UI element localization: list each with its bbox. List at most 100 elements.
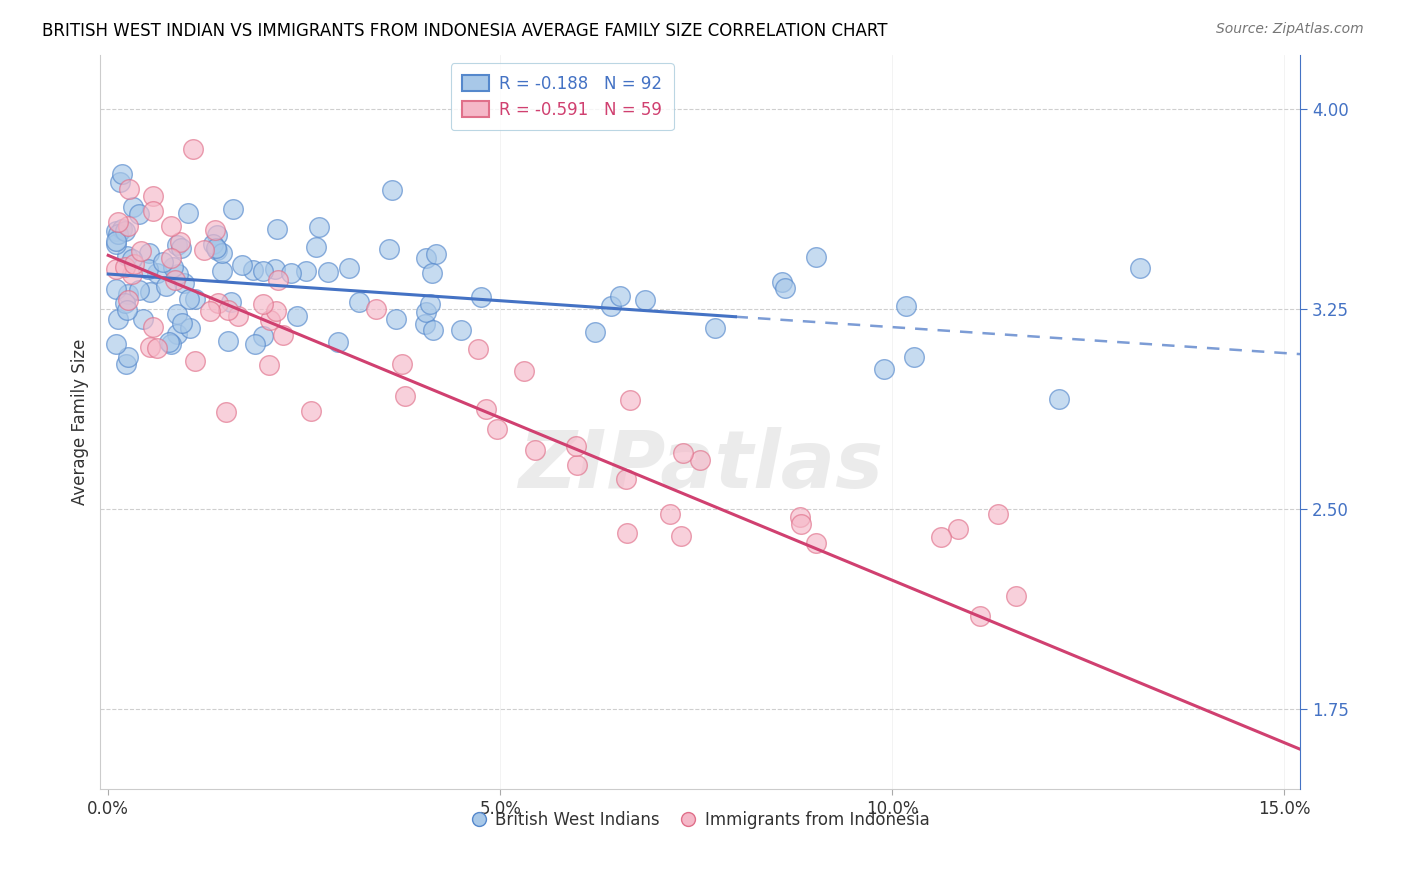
Point bbox=[204, 223, 226, 237]
Point bbox=[366, 302, 388, 317]
Point bbox=[969, 608, 991, 623]
Point bbox=[207, 296, 229, 310]
Point bbox=[211, 263, 233, 277]
Point bbox=[211, 245, 233, 260]
Point bbox=[141, 204, 163, 219]
Point bbox=[122, 201, 145, 215]
Point bbox=[600, 298, 623, 312]
Point bbox=[129, 244, 152, 258]
Point bbox=[138, 340, 160, 354]
Point bbox=[215, 405, 238, 419]
Point bbox=[381, 183, 404, 197]
Point bbox=[316, 265, 339, 279]
Point bbox=[391, 357, 413, 371]
Point bbox=[415, 305, 437, 319]
Point bbox=[121, 252, 143, 266]
Point bbox=[671, 529, 693, 543]
Point bbox=[689, 453, 711, 467]
Point bbox=[475, 402, 498, 417]
Point bbox=[280, 266, 302, 280]
Point bbox=[107, 311, 129, 326]
Point bbox=[217, 302, 239, 317]
Point bbox=[124, 257, 146, 271]
Point bbox=[155, 278, 177, 293]
Point bbox=[295, 264, 318, 278]
Point bbox=[177, 205, 200, 219]
Point bbox=[266, 273, 288, 287]
Point bbox=[115, 358, 138, 372]
Point bbox=[583, 326, 606, 340]
Point bbox=[242, 262, 264, 277]
Point bbox=[200, 304, 222, 318]
Point bbox=[894, 299, 917, 313]
Point bbox=[271, 328, 294, 343]
Point bbox=[166, 307, 188, 321]
Point bbox=[184, 354, 207, 368]
Point bbox=[222, 202, 245, 217]
Point bbox=[450, 323, 472, 337]
Point bbox=[170, 316, 193, 330]
Point bbox=[152, 254, 174, 268]
Point bbox=[252, 297, 274, 311]
Point bbox=[470, 290, 492, 304]
Point bbox=[163, 273, 186, 287]
Point bbox=[107, 215, 129, 229]
Point bbox=[157, 334, 180, 349]
Point bbox=[105, 261, 128, 276]
Point bbox=[204, 241, 226, 255]
Point bbox=[394, 389, 416, 403]
Point bbox=[205, 243, 228, 257]
Point bbox=[619, 393, 641, 408]
Point bbox=[384, 311, 406, 326]
Point bbox=[114, 296, 136, 310]
Point bbox=[259, 313, 281, 327]
Point bbox=[138, 246, 160, 260]
Point bbox=[146, 341, 169, 355]
Point bbox=[139, 285, 162, 299]
Point bbox=[804, 535, 827, 549]
Point bbox=[564, 439, 586, 453]
Point bbox=[117, 287, 139, 301]
Text: BRITISH WEST INDIAN VS IMMIGRANTS FROM INDONESIA AVERAGE FAMILY SIZE CORRELATION: BRITISH WEST INDIAN VS IMMIGRANTS FROM I… bbox=[42, 22, 887, 40]
Point bbox=[160, 251, 183, 265]
Point bbox=[118, 181, 141, 195]
Point bbox=[193, 243, 215, 257]
Point bbox=[111, 222, 134, 236]
Point bbox=[115, 249, 138, 263]
Point bbox=[117, 351, 139, 365]
Point bbox=[228, 310, 250, 324]
Point bbox=[659, 507, 682, 521]
Point bbox=[425, 247, 447, 261]
Point bbox=[160, 219, 183, 233]
Point bbox=[105, 224, 128, 238]
Point bbox=[145, 266, 167, 280]
Point bbox=[114, 260, 136, 274]
Point bbox=[415, 252, 437, 266]
Point bbox=[770, 275, 793, 289]
Point bbox=[169, 235, 191, 250]
Point bbox=[231, 258, 253, 272]
Point bbox=[512, 364, 534, 378]
Point bbox=[806, 251, 828, 265]
Point bbox=[264, 304, 287, 318]
Point bbox=[162, 260, 184, 274]
Point bbox=[117, 219, 139, 234]
Point bbox=[419, 297, 441, 311]
Point bbox=[903, 351, 925, 365]
Point bbox=[142, 189, 165, 203]
Point bbox=[634, 293, 657, 307]
Point bbox=[789, 509, 811, 524]
Y-axis label: Average Family Size: Average Family Size bbox=[72, 339, 89, 506]
Point bbox=[872, 361, 894, 376]
Point bbox=[987, 507, 1010, 521]
Point bbox=[105, 282, 128, 296]
Point bbox=[184, 293, 207, 307]
Point bbox=[257, 358, 280, 372]
Legend: British West Indians, Immigrants from Indonesia: British West Indians, Immigrants from In… bbox=[464, 805, 936, 836]
Point bbox=[1129, 261, 1152, 276]
Point bbox=[219, 295, 242, 310]
Point bbox=[177, 292, 200, 306]
Point bbox=[115, 302, 138, 317]
Text: Source: ZipAtlas.com: Source: ZipAtlas.com bbox=[1216, 22, 1364, 37]
Point bbox=[166, 327, 188, 342]
